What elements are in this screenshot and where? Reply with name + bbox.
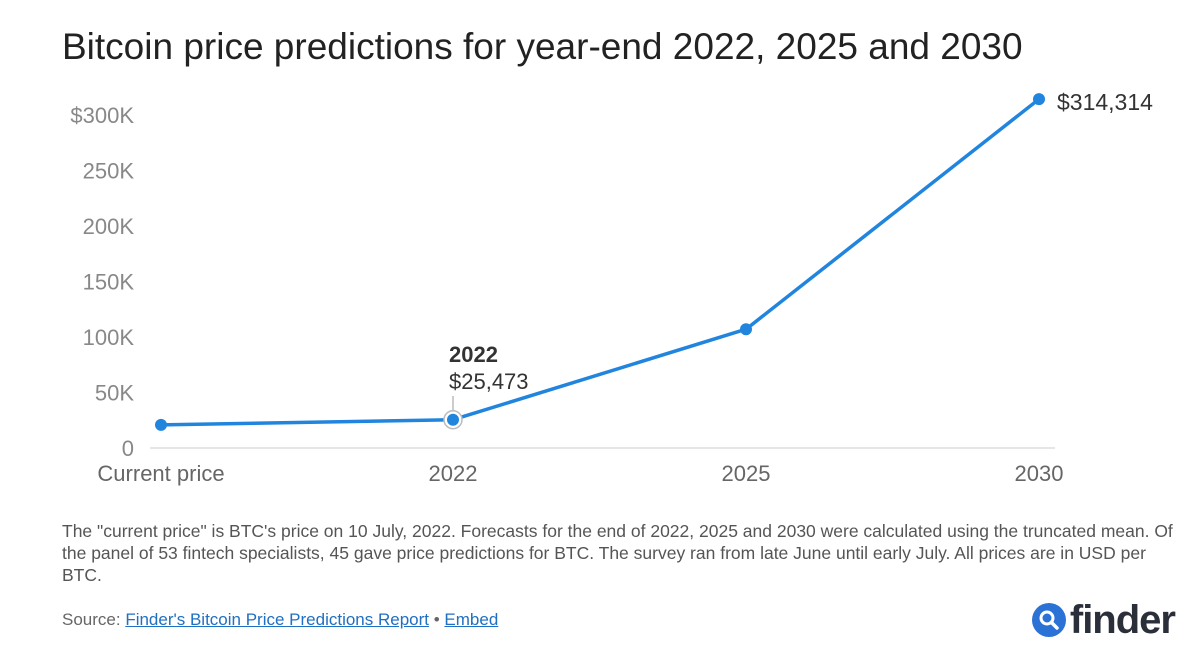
- data-point[interactable]: [155, 418, 167, 431]
- y-tick-label: 50K: [95, 381, 134, 406]
- annotation-value: $25,473: [449, 369, 529, 394]
- x-tick-label: Current price: [97, 461, 224, 486]
- y-tick-label: 200K: [83, 214, 135, 239]
- x-tick-label: 2025: [722, 461, 771, 486]
- y-tick-label: 100K: [83, 325, 135, 350]
- chart-footnote: The "current price" is BTC's price on 10…: [62, 521, 1173, 585]
- data-point[interactable]: [740, 323, 752, 336]
- data-point[interactable]: [1033, 93, 1045, 106]
- finder-logo[interactable]: finder: [1031, 598, 1176, 642]
- end-value-label: $314,314: [1057, 89, 1153, 115]
- y-tick-label: $300K: [70, 103, 134, 128]
- x-tick-label: 2030: [1015, 461, 1064, 486]
- source-prefix: Source:: [62, 610, 126, 629]
- line-chart: 0 50K 100K 150K 200K 250K $300K Current price 20…: [70, 89, 1153, 486]
- chart-title: Bitcoin price predictions for year-end 2…: [62, 26, 1023, 67]
- source-line: Source: Finder's Bitcoin Price Predictio…: [62, 610, 498, 630]
- x-tick-label: 2022: [429, 461, 478, 486]
- y-tick-label: 250K: [83, 159, 135, 184]
- y-tick-label: 150K: [83, 270, 135, 295]
- magnifier-icon: [1031, 603, 1066, 637]
- y-tick-label: 0: [122, 436, 134, 461]
- annotation-title: 2022: [449, 342, 498, 367]
- embed-link[interactable]: Embed: [444, 610, 499, 629]
- report-link[interactable]: Finder's Bitcoin Price Predictions Repor…: [125, 610, 430, 629]
- source-separator: •: [429, 610, 445, 629]
- data-point[interactable]: [447, 413, 459, 426]
- series-line: [159, 97, 1041, 427]
- logo-text: finder: [1069, 598, 1176, 642]
